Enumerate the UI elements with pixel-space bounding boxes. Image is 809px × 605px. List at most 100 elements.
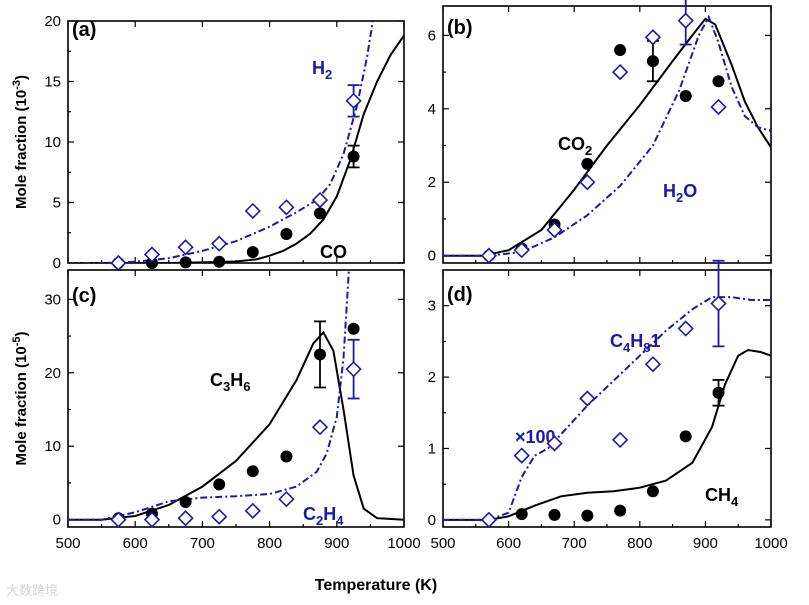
data-point [244,502,261,519]
data-point [246,246,259,259]
data-point [211,508,228,525]
data-point [646,485,659,498]
y-tick-label: 5 [53,195,61,212]
y-tick-label: 3 [428,298,436,315]
data-point [347,150,360,163]
panel-b: 0 2 4 6 (b) CO2 H2O [428,0,772,265]
data-point [177,510,194,527]
species-label-CO2: CO2 [558,134,592,158]
x-tick-label: 1000 [387,535,420,552]
y-tick-label: 10 [44,134,61,151]
data-point [710,295,727,312]
x-tick-label: 600 [496,535,521,552]
x-tick-label: 900 [693,535,718,552]
data-point [515,508,528,521]
panel-label: (a) [72,19,96,41]
series-CO [112,144,360,269]
y-tick-label: 4 [428,101,436,118]
panel-a: 0 5 10 15 20 Mole fraction (10-3) (a) CO H2 [11,13,405,272]
data-point [179,496,192,509]
series-H2 [110,84,362,272]
data-point [244,202,261,220]
data-point [646,55,659,68]
model-line-C2H4 [68,270,350,521]
data-point [146,257,158,269]
y-tick-label: 20 [44,365,61,382]
data-point [314,348,326,361]
data-point [679,430,692,443]
data-point [211,235,228,252]
species-label-C2H4: C2H4 [303,504,344,528]
data-point [311,419,329,436]
series-H2O [480,0,727,264]
y-tick-label: 0 [53,255,61,272]
data-point [581,157,594,170]
species-label-H2: H2 [312,58,332,82]
data-point [110,254,127,272]
data-point [213,478,226,491]
y-tick-label: 10 [44,438,61,455]
x-tick-label: 500 [430,535,455,552]
data-point [513,447,530,464]
data-point [579,390,596,407]
series-C4H81 [480,259,727,528]
species-label-C4H81: C4H81 [610,331,660,355]
data-point [611,63,629,81]
watermark: 大数跨境 [6,584,59,599]
species-label-C3H6: C3H6 [210,370,250,394]
data-point [278,199,295,216]
x-tick-label: 600 [123,535,148,552]
y-tick-label: 0 [53,512,61,529]
data-point [579,174,596,191]
y-tick-label: 1 [428,440,436,457]
y-tick-label: 0 [428,248,436,265]
data-point [614,504,627,517]
data-point [614,44,627,57]
y-tick-label: 30 [44,291,61,308]
data-point [177,239,194,256]
x-tick-label: 800 [257,535,282,552]
panel-label: (d) [447,284,473,306]
y-tick-label: 0 [428,512,436,529]
data-point [644,356,662,373]
data-point [314,207,326,220]
data-point [143,246,161,263]
data-point [677,12,694,29]
data-point [710,98,727,116]
data-point [179,256,192,269]
x-axis-label: Temperature (K) [315,577,437,594]
data-point [143,511,161,528]
data-point [345,360,362,378]
data-point [546,221,563,239]
data-point [278,490,295,508]
panel-label: (b) [447,17,473,39]
x-tick-label: 500 [55,535,80,552]
x-tick-label: 700 [562,535,587,552]
data-point [712,75,725,88]
data-point [677,320,694,337]
data-point [611,431,629,449]
model-line-CO [68,34,404,263]
species-label-H2O: H2O [663,181,697,205]
panel-c: 500 600 700 800 900 1000 0 10 20 30 Mole fraction … [11,269,421,552]
scale-multiplier: ×100 [515,427,556,447]
x-tick-label: 700 [190,535,215,552]
data-point [280,450,293,463]
data-point [311,191,329,209]
y-axis-label: Mole fraction (10-3) [11,75,30,209]
y-tick-label: 15 [44,74,61,91]
data-point [644,29,662,46]
x-tick-label: 800 [627,535,652,552]
series-CH4 [515,379,725,522]
data-point [213,255,226,268]
model-line-H2 [68,21,374,263]
y-tick-label: 2 [428,369,436,386]
x-tick-label: 1000 [754,535,787,552]
plot-frame [442,5,772,264]
species-label-CH4: CH4 [705,485,739,509]
data-point [679,89,692,102]
data-point [480,247,498,264]
species-label-CO: CO [320,242,347,262]
panel-d: 500 600 700 800 900 1000 0 1 2 3 (d) ×100 CH4 C4H81 [428,259,788,552]
plot-frame [67,20,405,264]
